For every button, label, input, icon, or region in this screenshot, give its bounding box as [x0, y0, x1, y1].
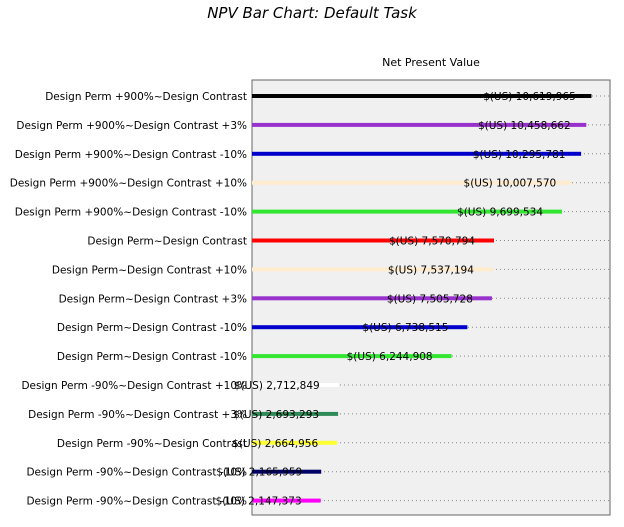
category-label: Design Perm +900%~Design Contrast: [45, 91, 247, 103]
data-label: $(US) 10,619,965: [483, 91, 576, 103]
category-label: Design Perm +900%~Design Contrast +3%: [16, 120, 247, 132]
data-label: $(US) 9,699,534: [457, 207, 543, 219]
data-label: $(US) 10,007,570: [464, 178, 557, 190]
bar[interactable]: [252, 122, 587, 127]
bar[interactable]: [252, 209, 563, 214]
category-label: Design Perm~Design Contrast -10%: [57, 322, 247, 334]
category-label: Design Perm~Design Contrast +10%: [52, 264, 247, 276]
data-label: $(US) 2,165,959: [216, 467, 302, 479]
category-label: Design Perm -90%~Design Contrast +3%: [28, 409, 247, 421]
data-label: $(US) 7,537,194: [388, 264, 474, 276]
bar[interactable]: [252, 498, 321, 503]
bar[interactable]: [252, 440, 338, 445]
bar[interactable]: [252, 94, 592, 98]
bar[interactable]: [252, 296, 492, 301]
category-label: Design Perm -90%~Design Contrast: [57, 438, 247, 450]
data-label: $(US) 10,295,781: [473, 149, 566, 161]
category-label: Design Perm~Design Contrast: [87, 236, 247, 248]
category-label: Design Perm -90%~Design Contrast -10%: [26, 467, 247, 479]
data-label: $(US) 6,244,908: [347, 351, 433, 363]
data-label: $(US) 7,505,728: [387, 293, 473, 305]
chart-title: NPV Bar Chart: Default Task: [207, 4, 417, 22]
x-axis-label: Net Present Value: [382, 56, 480, 69]
bar[interactable]: [252, 469, 322, 474]
data-label: $(US) 2,693,293: [233, 409, 319, 421]
bar[interactable]: [252, 411, 339, 416]
bar[interactable]: [252, 325, 468, 330]
bar[interactable]: [252, 267, 493, 272]
data-label: $(US) 2,664,956: [232, 438, 318, 450]
bar[interactable]: [252, 354, 452, 359]
data-label: $(US) 7,570,794: [389, 236, 475, 248]
data-label: $(US) 2,147,373: [216, 496, 302, 508]
category-label: Design Perm -90%~Design Contrast +10%: [21, 380, 247, 392]
category-label: Design Perm +900%~Design Contrast -10%: [15, 149, 247, 161]
category-label: Design Perm~Design Contrast -10%: [57, 351, 247, 363]
category-label: Design Perm -90%~Design Contrast -10%: [26, 496, 247, 508]
data-label: $(US) 2,712,849: [234, 380, 320, 392]
category-label: Design Perm +900%~Design Contrast -10%: [15, 207, 247, 219]
bar[interactable]: [252, 151, 582, 156]
bar[interactable]: [252, 383, 339, 387]
bar[interactable]: [252, 238, 494, 243]
data-label: $(US) 6,738,515: [362, 322, 448, 334]
data-label: $(US) 10,458,662: [478, 120, 571, 132]
bar[interactable]: [252, 180, 572, 185]
category-label: Design Perm +900%~Design Contrast +10%: [10, 178, 247, 190]
category-label: Design Perm~Design Contrast +3%: [59, 293, 247, 305]
